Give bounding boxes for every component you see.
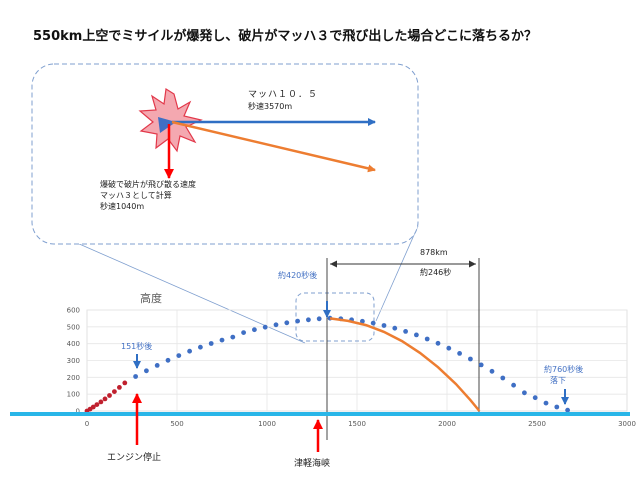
ballistic-point (133, 374, 139, 379)
ballistic-point (468, 356, 473, 362)
powered-point (102, 396, 108, 402)
x-tick-label: 500 (170, 420, 183, 428)
ballistic-point (403, 329, 408, 334)
ballistic-point (435, 340, 441, 346)
ballistic-point (543, 400, 549, 406)
x-tick-label: 1000 (258, 420, 276, 428)
y-tick-label: 500 (67, 323, 80, 331)
y-tick-label: 300 (67, 357, 80, 365)
ballistic-point (154, 363, 160, 368)
t760-fall-label: 落下 (550, 375, 566, 385)
mach-label: マッハ１０．５ (248, 90, 318, 100)
ballistic-point (565, 407, 570, 413)
series-layer (84, 315, 570, 414)
x-tick-label: 2000 (438, 420, 456, 428)
distance-sec-label: 約246秒 (420, 267, 451, 277)
powered-point (112, 389, 117, 394)
speed-label: 秒速3570m (248, 101, 292, 111)
ballistic-point (457, 351, 462, 356)
y-ticks: 0 100 200 300 400 500 600 (67, 307, 80, 416)
ballistic-point (284, 320, 290, 326)
ballistic-point (554, 404, 560, 410)
tsugaru-label: 津軽海峡 (294, 457, 330, 469)
note-line-2: マッハ３として計算 (100, 190, 172, 200)
x-ticks: 0 500 1000 1500 2000 2500 3000 (85, 420, 636, 428)
distance-km-label: 878km (420, 248, 448, 257)
ballistic-point (165, 357, 171, 363)
apex-highlight (295, 292, 375, 342)
ballistic-point (424, 336, 430, 342)
t760-label: 約760秒後 (544, 364, 583, 374)
x-tick-label: 3000 (618, 420, 636, 428)
ballistic-point (176, 353, 182, 358)
y-tick-label: 600 (67, 307, 80, 315)
x-tick-label: 1500 (348, 420, 366, 428)
ballistic-point (208, 341, 214, 346)
y-tick-label: 400 (67, 340, 80, 348)
ballistic-point (198, 344, 203, 350)
note-line-3: 秒速1040m (100, 201, 144, 211)
ballistic-point (316, 316, 322, 322)
ballistic-point (489, 368, 495, 374)
powered-point (122, 380, 128, 386)
ballistic-point (370, 320, 376, 326)
explosion-icon (138, 87, 203, 153)
x-tick-label: 2500 (528, 420, 546, 428)
t151-label: 151秒後 (121, 341, 152, 351)
ballistic-point (252, 327, 257, 333)
apex-time-label: 約420秒後 (278, 270, 317, 280)
note-line-1: 爆破で破片が飛び散る速度 (100, 179, 196, 189)
page-title: 550km上空でミサイルが爆発し、破片がマッハ３で飛び出した場合どこに落ちるか？ (33, 28, 537, 44)
powered-point (98, 399, 104, 405)
ballistic-point (187, 348, 193, 354)
ballistic-point (241, 330, 247, 335)
callout-line-left (35, 224, 306, 344)
ballistic-point (295, 318, 300, 324)
ballistic-point (262, 324, 268, 330)
ballistic-point (219, 337, 225, 343)
ballistic-point (532, 395, 538, 401)
inset-callout: マッハ１０．５ 秒速3570m 爆破で破片が飛び散る速度 マッハ３として計算 秒… (31, 63, 419, 344)
ballistic-point (360, 318, 365, 324)
ballistic-point (500, 375, 506, 381)
y-tick-label: 200 (67, 374, 80, 382)
missile-icon (158, 117, 176, 133)
fragment-series-line (329, 317, 481, 412)
ballistic-point (381, 323, 387, 328)
powered-point (90, 404, 96, 410)
powered-point (117, 385, 122, 390)
ballistic-point (511, 382, 516, 388)
engine-stop-label: エンジン停止 (107, 451, 161, 463)
ballistic-point (522, 390, 527, 396)
ballistic-point (446, 345, 452, 351)
ballistic-point (144, 368, 149, 374)
fragment-arrow (171, 120, 376, 173)
y-axis-title: 高度 (140, 291, 162, 305)
powered-point (107, 393, 112, 398)
ballistic-point (478, 362, 484, 368)
ballistic-point (273, 322, 279, 328)
ballistic-point (306, 317, 311, 323)
powered-point (94, 402, 100, 407)
ballistic-point (230, 334, 236, 340)
callout-line-right (375, 225, 419, 322)
y-tick-label: 100 (67, 391, 80, 399)
ballistic-point (392, 325, 398, 331)
x-tick-label: 0 (85, 420, 89, 428)
inset-box (31, 63, 419, 245)
ballistic-point (414, 332, 419, 338)
y-tick-label: 0 (76, 408, 80, 416)
